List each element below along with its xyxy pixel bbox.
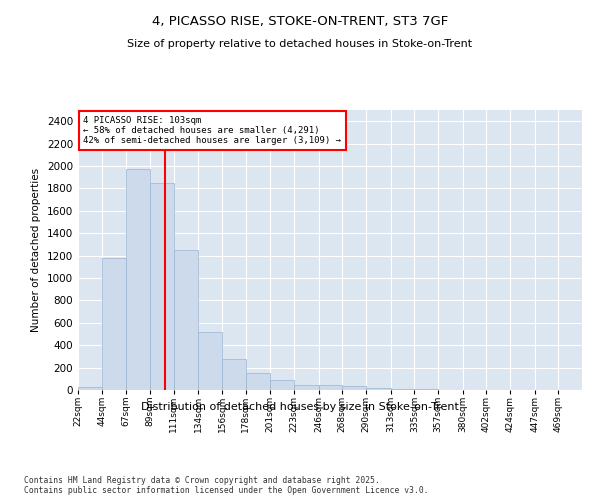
Bar [294, 385, 319, 390]
Text: 4 PICASSO RISE: 103sqm
← 58% of detached houses are smaller (4,291)
42% of semi-: 4 PICASSO RISE: 103sqm ← 58% of detached… [83, 116, 341, 146]
Bar [78, 387, 101, 390]
Text: 4, PICASSO RISE, STOKE-ON-TRENT, ST3 7GF: 4, PICASSO RISE, STOKE-ON-TRENT, ST3 7GF [152, 15, 448, 28]
Bar [245, 372, 271, 390]
Bar [127, 169, 150, 390]
Bar [319, 385, 343, 390]
Bar [173, 250, 199, 390]
Y-axis label: Number of detached properties: Number of detached properties [31, 168, 41, 332]
Bar [101, 258, 127, 390]
Bar [391, 389, 415, 390]
Bar [222, 359, 245, 390]
Text: Contains HM Land Registry data © Crown copyright and database right 2025.
Contai: Contains HM Land Registry data © Crown c… [24, 476, 428, 495]
Bar [199, 332, 222, 390]
Bar [366, 388, 391, 390]
Text: Size of property relative to detached houses in Stoke-on-Trent: Size of property relative to detached ho… [127, 39, 473, 49]
Bar [271, 380, 294, 390]
Text: Distribution of detached houses by size in Stoke-on-Trent: Distribution of detached houses by size … [141, 402, 459, 412]
Bar [343, 386, 366, 390]
Bar [150, 183, 173, 390]
